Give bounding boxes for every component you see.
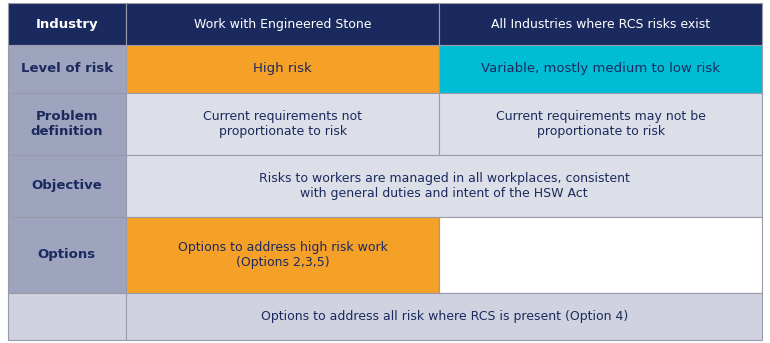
Bar xyxy=(8,3,126,45)
Bar xyxy=(8,93,126,155)
Text: Variable, mostly medium to low risk: Variable, mostly medium to low risk xyxy=(481,62,720,75)
Text: Industry: Industry xyxy=(35,18,99,31)
Text: Work with Engineered Stone: Work with Engineered Stone xyxy=(194,18,371,31)
Text: All Industries where RCS risks exist: All Industries where RCS risks exist xyxy=(491,18,711,31)
Bar xyxy=(8,155,126,217)
Bar xyxy=(8,293,126,340)
Text: Current requirements not
proportionate to risk: Current requirements not proportionate t… xyxy=(203,110,362,138)
Text: Current requirements may not be
proportionate to risk: Current requirements may not be proporti… xyxy=(496,110,706,138)
Bar xyxy=(440,3,762,45)
Bar xyxy=(126,93,440,155)
Bar xyxy=(440,217,762,293)
Text: Risks to workers are managed in all workplaces, consistent
with general duties a: Risks to workers are managed in all work… xyxy=(259,172,630,200)
Text: Problem
definition: Problem definition xyxy=(31,110,103,138)
Bar xyxy=(8,45,126,93)
Bar xyxy=(126,3,440,45)
Text: High risk: High risk xyxy=(253,62,312,75)
Bar xyxy=(126,155,762,217)
Bar xyxy=(126,293,762,340)
Text: Options to address all risk where RCS is present (Option 4): Options to address all risk where RCS is… xyxy=(260,309,628,322)
Bar xyxy=(8,217,126,293)
Text: Options: Options xyxy=(38,248,96,261)
Text: Objective: Objective xyxy=(32,179,102,192)
Text: Level of risk: Level of risk xyxy=(21,62,113,75)
Bar xyxy=(126,45,440,93)
Bar xyxy=(126,217,440,293)
Text: Options to address high risk work
(Options 2,3,5): Options to address high risk work (Optio… xyxy=(178,241,387,269)
Bar xyxy=(440,93,762,155)
Bar xyxy=(440,45,762,93)
